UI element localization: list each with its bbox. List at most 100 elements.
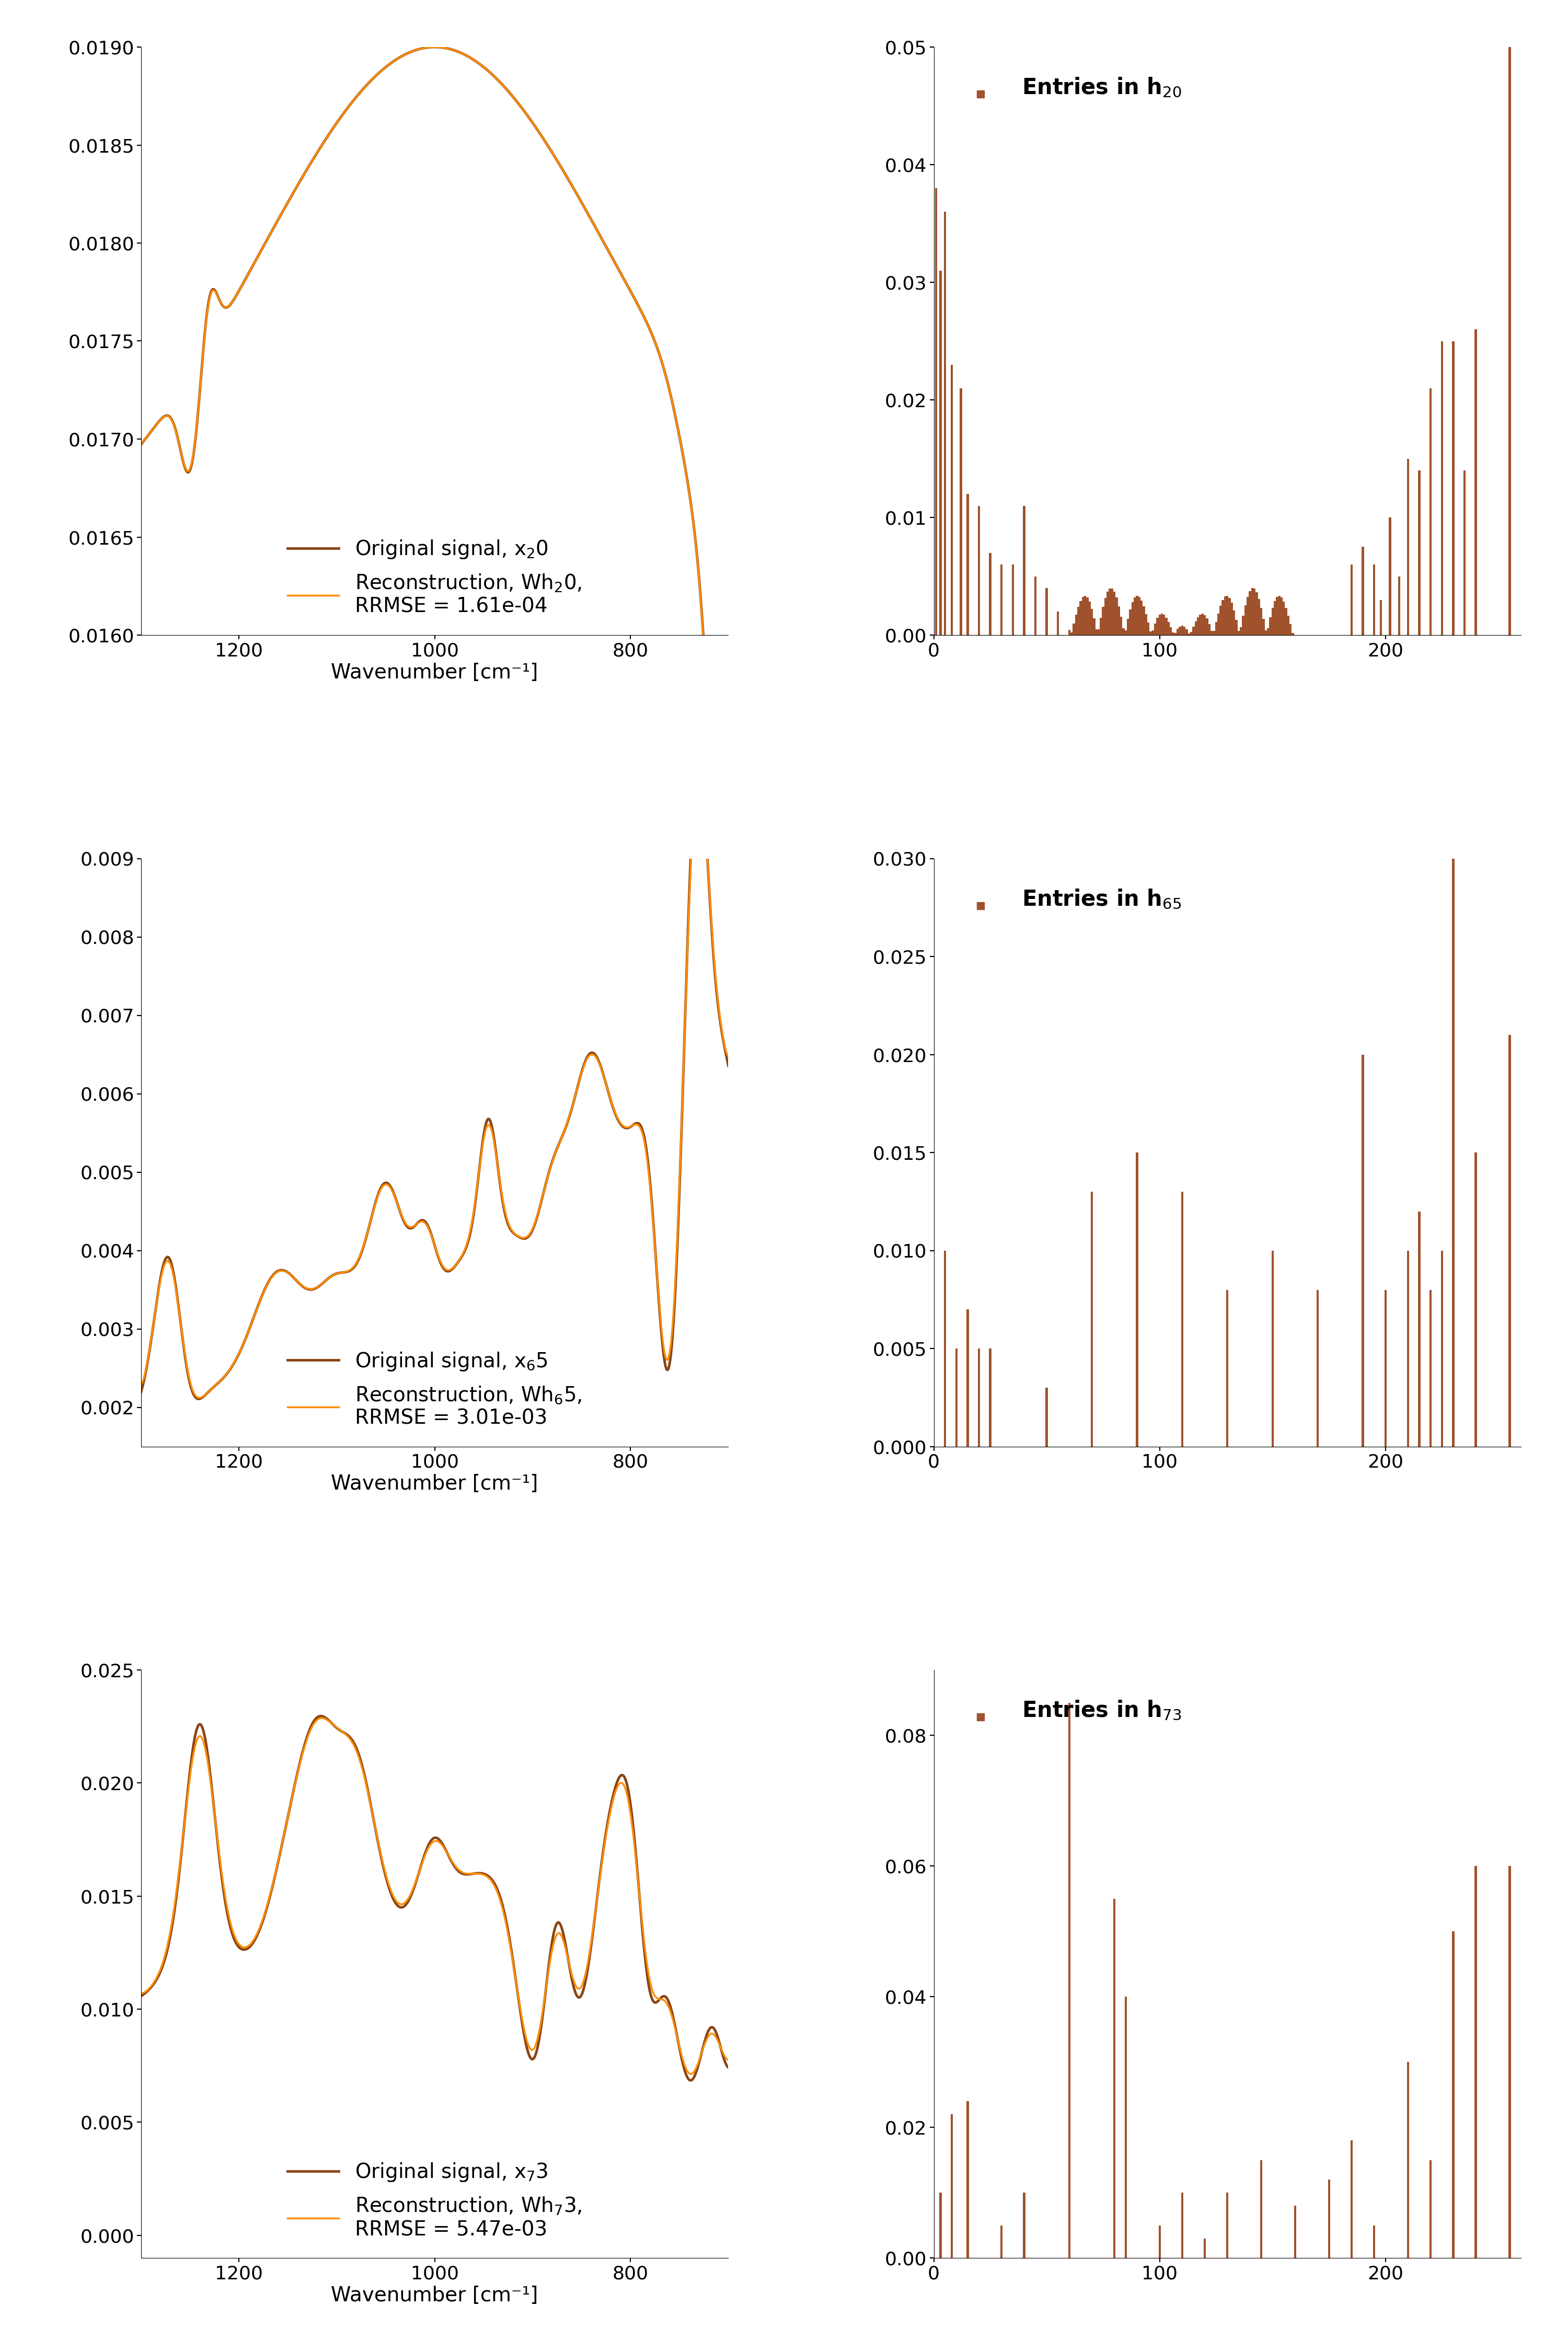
Bar: [1258, 600, 1261, 635]
Bar: [1278, 595, 1281, 635]
Bar: [1452, 341, 1455, 635]
X-axis label: Wavenumber [cm⁻¹]: Wavenumber [cm⁻¹]: [331, 2286, 538, 2305]
Bar: [1127, 619, 1129, 635]
Bar: [1245, 604, 1247, 635]
Bar: [1176, 628, 1179, 635]
Bar: [1135, 595, 1138, 635]
Bar: [1083, 595, 1087, 635]
Bar: [1200, 614, 1201, 635]
Bar: [1184, 626, 1185, 635]
Bar: [1452, 1931, 1455, 2258]
Bar: [1138, 597, 1140, 635]
Bar: [1179, 626, 1181, 635]
Bar: [1135, 1152, 1138, 1446]
X-axis label: Wavenumber [cm⁻¹]: Wavenumber [cm⁻¹]: [331, 1475, 538, 1494]
Bar: [1226, 1289, 1228, 1446]
Bar: [1226, 595, 1228, 635]
Bar: [1294, 2206, 1297, 2258]
Bar: [1289, 623, 1292, 635]
Bar: [1165, 619, 1168, 635]
Bar: [1143, 607, 1145, 635]
Bar: [944, 212, 946, 635]
Bar: [1283, 602, 1284, 635]
Bar: [1196, 619, 1200, 635]
Bar: [1399, 576, 1400, 635]
Bar: [1276, 597, 1278, 635]
Bar: [1112, 588, 1113, 635]
Text: Entries in h$_{73}$: Entries in h$_{73}$: [1022, 1698, 1182, 1722]
Bar: [950, 2114, 953, 2258]
Bar: [1272, 1251, 1273, 1446]
Bar: [1253, 588, 1256, 635]
Bar: [1389, 517, 1391, 635]
Bar: [1185, 630, 1189, 635]
Bar: [1256, 593, 1258, 635]
Bar: [1508, 47, 1512, 635]
Bar: [1261, 607, 1262, 635]
Bar: [935, 188, 938, 635]
Bar: [1124, 630, 1127, 635]
Bar: [1152, 630, 1154, 635]
Bar: [1181, 1192, 1184, 1446]
Bar: [1508, 1865, 1512, 2258]
Bar: [1115, 597, 1118, 635]
Bar: [1201, 614, 1204, 635]
Legend: Original signal, x$_73$, Reconstruction, Wh$_73$,
RRMSE = 5.47e-03: Original signal, x$_73$, Reconstruction,…: [279, 2154, 590, 2249]
Bar: [1163, 614, 1165, 635]
Bar: [1217, 614, 1220, 635]
Bar: [1247, 597, 1248, 635]
Bar: [1225, 597, 1226, 635]
Bar: [1134, 597, 1135, 635]
Bar: [1284, 607, 1287, 635]
Bar: [1240, 628, 1242, 635]
Bar: [1113, 1898, 1115, 2258]
Bar: [1350, 564, 1353, 635]
Bar: [1474, 1152, 1477, 1446]
Bar: [1281, 597, 1283, 635]
Bar: [989, 1348, 991, 1446]
Bar: [1210, 630, 1212, 635]
Bar: [1076, 614, 1077, 635]
Bar: [1104, 597, 1107, 635]
Legend: Original signal, x$_65$, Reconstruction, Wh$_65$,
RRMSE = 3.01e-03: Original signal, x$_65$, Reconstruction,…: [279, 1343, 590, 1437]
Bar: [1124, 1997, 1127, 2258]
Bar: [978, 506, 980, 635]
Bar: [1171, 633, 1174, 635]
Bar: [989, 553, 991, 635]
Bar: [1406, 2063, 1410, 2258]
Bar: [1079, 600, 1082, 635]
Bar: [1077, 607, 1079, 635]
Bar: [1073, 623, 1076, 635]
Bar: [1317, 1289, 1319, 1446]
Bar: [1149, 633, 1152, 635]
Bar: [1132, 602, 1134, 635]
Bar: [1273, 602, 1276, 635]
Bar: [1192, 626, 1195, 635]
Bar: [1091, 1192, 1093, 1446]
Bar: [1430, 1289, 1432, 1446]
Bar: [1220, 607, 1221, 635]
Text: Entries in h$_{20}$: Entries in h$_{20}$: [1022, 75, 1182, 99]
Bar: [1231, 602, 1232, 635]
Bar: [1156, 619, 1159, 635]
Bar: [1228, 597, 1231, 635]
Bar: [1385, 1289, 1386, 1446]
Bar: [1168, 621, 1170, 635]
Bar: [1181, 2192, 1184, 2258]
Bar: [955, 1348, 958, 1446]
Bar: [1374, 564, 1375, 635]
Bar: [1022, 506, 1025, 635]
Legend: Original signal, x$_20$, Reconstruction, Wh$_20$,
RRMSE = 1.61e-04: Original signal, x$_20$, Reconstruction,…: [279, 532, 590, 626]
Bar: [950, 365, 953, 635]
Bar: [1463, 470, 1466, 635]
Bar: [1148, 623, 1149, 635]
Bar: [1361, 1054, 1364, 1446]
Bar: [1120, 616, 1123, 635]
Bar: [1380, 600, 1381, 635]
Bar: [1251, 588, 1253, 635]
Bar: [1417, 470, 1421, 635]
Bar: [1226, 2192, 1228, 2258]
Bar: [1000, 564, 1002, 635]
Bar: [1118, 607, 1120, 635]
Bar: [1287, 616, 1289, 635]
